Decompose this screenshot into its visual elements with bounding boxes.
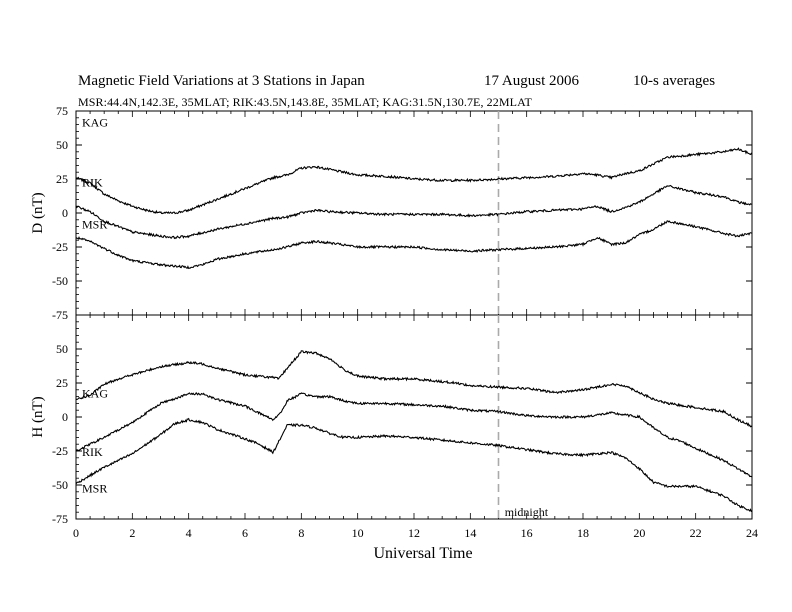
xtick-label: 0 [73,526,79,540]
xtick-label: 8 [298,526,304,540]
xtick-label: 12 [408,526,420,540]
d-series-rik-line [75,184,753,240]
station-info: MSR:44.4N,142.3E, 35MLAT; RIK:43.5N,143.… [78,95,532,109]
xtick-label: 20 [633,526,645,540]
xtick-label: 2 [129,526,135,540]
annotation-midnight: midnight [505,505,549,519]
h-series-kag-line [75,350,753,428]
d-ytick-label: -50 [52,274,68,288]
h-ytick-label: -50 [52,478,68,492]
h-series-msr-line [75,417,753,513]
figure-title: Magnetic Field Variations at 3 Stations … [78,73,715,90]
h-ytick-label: 25 [56,376,68,390]
h-y-axis-title: H (nT) [30,396,46,437]
h-series-label-rik: RIK [82,445,103,459]
xtick-label: 16 [521,526,533,540]
chart-date: 17 August 2006 [484,73,580,89]
chart-averaging: 10-s averages [633,73,716,89]
d-ytick-label: 50 [56,138,68,152]
h-ytick-label: -75 [52,512,68,526]
d-ytick-label: -75 [52,308,68,322]
d-series-label-kag: KAG [82,116,108,130]
h-series-label-kag: KAG [82,386,108,400]
h-panel-frame [75,314,753,520]
xtick-label: 4 [186,526,192,540]
xtick-label: 14 [464,526,476,540]
d-series-label-msr: MSR [82,218,107,232]
xtick-label: 18 [577,526,589,540]
h-ytick-label: 0 [62,410,68,424]
x-axis-title: Universal Time [373,545,472,562]
d-panel: 75 50 25 0 -25 -50 -75 D (nT) KAG RIK MSR [30,104,753,322]
d-ytick-label: 25 [56,172,68,186]
h-series-rik-line [75,391,753,478]
d-ytick-label: 0 [62,206,68,220]
d-ytick-label: 75 [56,104,68,118]
h-ytick-label: 50 [56,342,68,356]
d-series-label-rik: RIK [82,176,103,190]
h-series-label-msr: MSR [82,482,107,496]
d-y-axis-title: D (nT) [30,192,46,233]
xtick-label: 6 [242,526,248,540]
xtick-label: 22 [690,526,702,540]
xtick-label: 24 [746,526,758,540]
xtick-label: 10 [352,526,364,540]
d-series-kag-line [75,147,753,215]
d-series-msr-line [75,220,753,270]
h-ytick-label: -25 [52,444,68,458]
d-ytick-label: -25 [52,240,68,254]
chart-title: Magnetic Field Variations at 3 Stations … [78,73,365,89]
